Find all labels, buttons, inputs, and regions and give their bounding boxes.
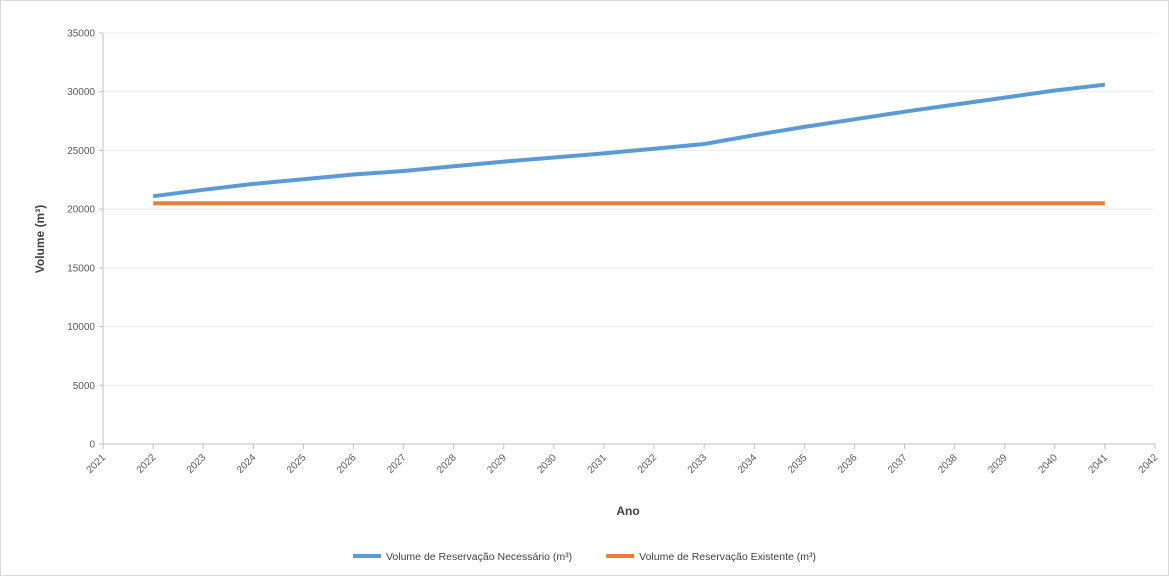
y-tick-label: 15000 (67, 263, 95, 274)
legend-label-1: Volume de Reservação Necessário (m³) (386, 551, 572, 563)
series-line-1 (152, 82, 1106, 199)
legend: Volume de Reservação Necessário (m³) Volu… (353, 551, 816, 563)
y-tick-label: 0 (89, 440, 95, 451)
series-lines (152, 82, 1106, 206)
y-tick-labels: 0 5000 10000 15000 20000 25000 30000 35000 (67, 29, 103, 451)
y-tick-label: 10000 (67, 322, 95, 333)
y-tick-label: 30000 (67, 87, 95, 98)
axes (102, 33, 1155, 445)
y-tick-label: 20000 (67, 205, 95, 216)
x-axis-title: Ano (616, 504, 639, 518)
legend-label-2: Volume de Reservação Existente (m³) (639, 551, 816, 563)
y-axis-title: Volume (m³) (33, 205, 47, 273)
y-tick-label: 35000 (67, 29, 95, 40)
y-tick-label: 25000 (67, 146, 95, 157)
y-tick-label: 5000 (73, 381, 96, 392)
